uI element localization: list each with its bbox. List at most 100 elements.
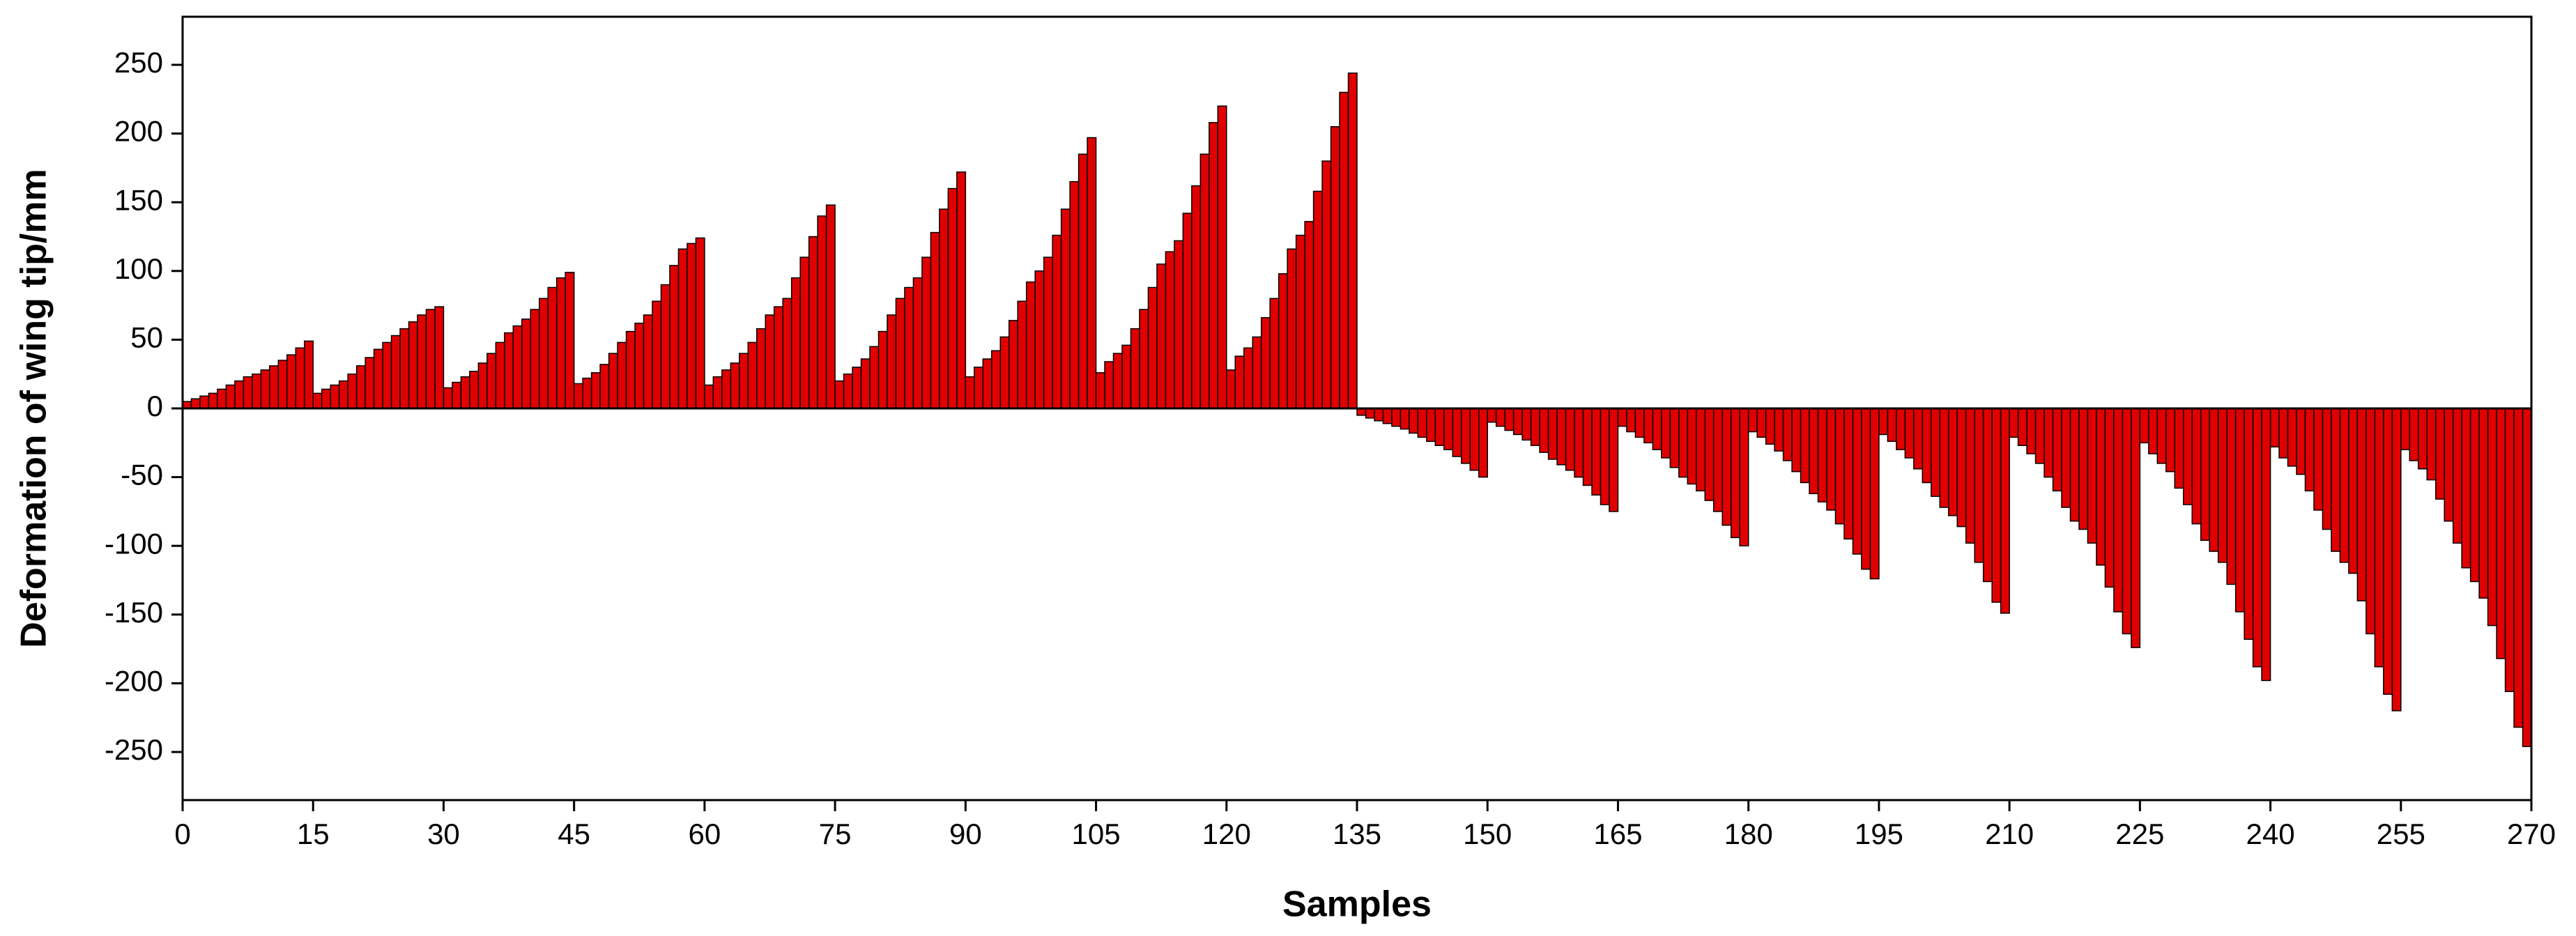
bar — [704, 384, 714, 409]
bar — [425, 309, 436, 409]
bar — [225, 384, 236, 409]
bar — [2148, 408, 2159, 454]
bar — [1913, 408, 1924, 470]
bar — [1130, 328, 1140, 409]
y-tick-label: -100 — [105, 527, 163, 560]
bar — [1260, 317, 1271, 409]
bar — [260, 369, 270, 409]
bar — [930, 231, 940, 409]
bar — [365, 357, 375, 409]
bar — [1217, 105, 1227, 409]
bar — [817, 215, 827, 409]
bar — [895, 298, 905, 409]
bar — [843, 373, 853, 409]
bar — [1209, 122, 1219, 409]
bar — [608, 353, 618, 409]
bar — [1617, 408, 1627, 427]
bar — [1304, 221, 1314, 409]
bar — [1826, 408, 1837, 511]
bar — [2444, 408, 2454, 522]
bar — [1591, 408, 1602, 496]
bar — [1843, 408, 1854, 540]
bar — [1939, 408, 1949, 508]
bar — [1400, 408, 1410, 430]
bar — [1661, 408, 1671, 459]
x-tick-label: 135 — [1333, 818, 1381, 850]
x-tick-label: 240 — [2246, 818, 2295, 850]
bar — [1069, 181, 1080, 409]
bar — [1643, 408, 1654, 444]
bar — [1696, 408, 1706, 492]
bar — [1869, 408, 1880, 580]
bar — [1295, 234, 1305, 409]
bar — [2304, 408, 2315, 492]
bar — [355, 365, 366, 409]
bar — [1025, 281, 1036, 409]
x-tick-label: 225 — [2115, 818, 2164, 850]
bar — [434, 306, 445, 409]
bar — [643, 314, 653, 409]
bar — [1487, 408, 1497, 423]
bar — [1252, 336, 1262, 409]
bar — [2182, 408, 2193, 505]
bar — [565, 272, 575, 409]
bar — [2426, 408, 2437, 481]
bar — [2409, 408, 2419, 461]
bar — [2348, 408, 2359, 574]
bar — [1121, 344, 1132, 409]
bar — [1174, 240, 1184, 409]
bar — [904, 286, 914, 409]
bar — [286, 354, 297, 409]
bar — [1547, 408, 1558, 460]
bar — [625, 330, 636, 409]
bar — [2487, 408, 2497, 627]
bar — [2209, 408, 2219, 552]
bar — [1530, 408, 1540, 446]
bar — [1434, 408, 1445, 446]
bar — [1052, 234, 1062, 409]
bar — [382, 342, 392, 409]
bar — [590, 371, 601, 409]
bar — [1991, 408, 2002, 603]
bar — [617, 342, 627, 409]
bar — [2191, 408, 2202, 525]
y-tick-label: 50 — [130, 321, 163, 353]
bar — [373, 348, 383, 409]
x-tick-label: 60 — [689, 818, 721, 850]
bar — [721, 369, 732, 409]
bar — [2331, 408, 2341, 552]
bar — [1539, 408, 1549, 453]
bar — [1634, 408, 1645, 438]
bar — [1747, 408, 1758, 433]
y-tick-label: 150 — [114, 183, 163, 216]
bar — [477, 362, 488, 409]
bar — [2461, 408, 2471, 569]
bar — [773, 306, 783, 409]
bar — [1095, 371, 1105, 409]
bar — [2217, 408, 2228, 563]
bar — [1974, 408, 1984, 563]
bar — [2131, 408, 2141, 648]
bar — [486, 353, 497, 409]
bar — [782, 298, 792, 409]
x-tick-label: 180 — [1724, 818, 1773, 850]
bar — [1382, 408, 1393, 424]
bar — [1269, 298, 1280, 409]
bar — [1182, 213, 1193, 409]
bar — [2174, 408, 2184, 489]
bar — [1956, 408, 1967, 528]
bar — [1887, 408, 1897, 443]
bar — [1234, 355, 1245, 409]
y-tick-label: -150 — [105, 596, 163, 629]
bar — [1982, 408, 1993, 583]
bar — [2435, 408, 2445, 500]
bar — [1521, 408, 1532, 441]
bar — [660, 284, 670, 409]
bar — [991, 350, 1002, 409]
bar — [512, 325, 523, 409]
bar — [860, 358, 871, 409]
y-tick-label: 200 — [114, 115, 163, 148]
bar — [1156, 263, 1167, 409]
bar — [582, 377, 592, 409]
